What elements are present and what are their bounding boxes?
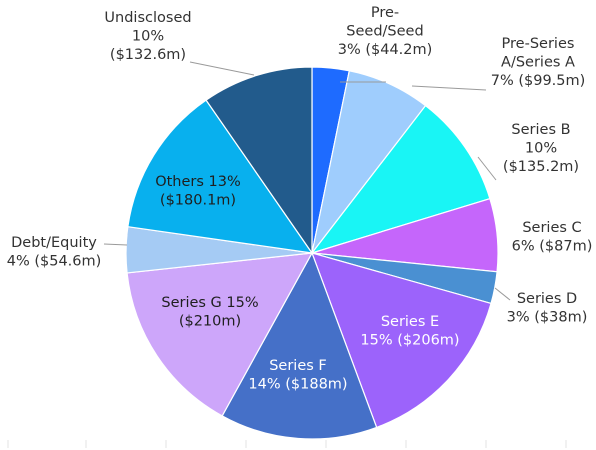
slice-label-line: A/Series A — [501, 55, 575, 71]
pie-slice-undisclosed — [205, 66, 313, 255]
slice-label-series-d: Series D 3% ($38m) — [507, 291, 588, 326]
slice-label-series-g: Series G 15% ($210m) — [161, 295, 258, 330]
slice-label-line: 3% ($44.2m) — [338, 42, 433, 58]
slice-label-line: ($132.6m) — [110, 47, 186, 63]
slice-label-line: Undisclosed — [104, 10, 191, 26]
slice-label-line: 15% ($206m) — [360, 333, 459, 349]
slice-label-line: Series G 15% — [161, 295, 258, 311]
slice-label-pre-seed-seed: Pre- Seed/Seed 3% ($44.2m) — [338, 5, 433, 58]
leader-line — [103, 243, 128, 246]
slice-label-series-b: Series B 10% ($135.2m) — [503, 122, 579, 175]
leader-line — [477, 156, 497, 181]
pie-slice-series-g — [126, 252, 314, 417]
slice-labels: Pre- Seed/Seed 3% ($44.2m) Pre-Series A/Seri… — [7, 5, 593, 393]
slice-label-series-e: Series E 15% ($206m) — [360, 314, 459, 349]
slice-label-line: ($180.1m) — [160, 193, 236, 209]
slice-label-line: Pre-Series — [502, 36, 575, 52]
slice-label-line: Others 13% — [155, 174, 241, 190]
slice-label-line: Series F — [269, 358, 327, 374]
pie-slice-series-e — [311, 252, 492, 429]
slice-label-line: ($210m) — [179, 314, 241, 330]
pie-slices — [125, 66, 499, 440]
slice-label-others: Others 13% ($180.1m) — [155, 174, 241, 209]
slice-label-line: Seed/Seed — [346, 24, 423, 40]
slice-label-debt-equity: Debt/Equity 4% ($54.6m) — [7, 235, 102, 270]
slice-label-series-f: Series F 14% ($188m) — [248, 358, 347, 393]
slice-label-line: 4% ($54.6m) — [7, 254, 102, 270]
slice-label-line: Series E — [381, 314, 439, 330]
slice-label-line: Series B — [511, 122, 570, 138]
pie-slice-series-b — [310, 104, 491, 255]
slice-label-line: 3% ($38m) — [507, 310, 588, 326]
bottom-tick-marks — [7, 440, 567, 448]
slice-label-line: 10% — [525, 141, 557, 157]
slice-label-line: 10% — [132, 29, 164, 45]
slice-label-line: 7% ($99.5m) — [491, 73, 586, 89]
slice-label-line: 14% ($188m) — [248, 377, 347, 393]
slice-label-series-c: Series C 6% ($87m) — [512, 220, 593, 255]
leader-line — [411, 85, 487, 91]
slice-label-line: Debt/Equity — [11, 235, 97, 251]
leader-line — [494, 287, 511, 301]
slice-label-line: Series C — [522, 220, 581, 236]
slice-label-line: Pre- — [371, 5, 399, 21]
slice-label-line: ($135.2m) — [503, 159, 579, 175]
leader-lines — [103, 61, 511, 301]
slice-label-line: 6% ($87m) — [512, 239, 593, 255]
pie-slice-others — [127, 99, 314, 254]
slice-label-line: Series D — [517, 291, 577, 307]
slice-label-pre-series-a-series-a: Pre-Series A/Series A 7% ($99.5m) — [491, 36, 586, 89]
slice-label-undisclosed: Undisclosed 10% ($132.6m) — [104, 10, 191, 63]
pie-slice-series-f — [221, 251, 378, 440]
leader-line — [189, 61, 255, 76]
